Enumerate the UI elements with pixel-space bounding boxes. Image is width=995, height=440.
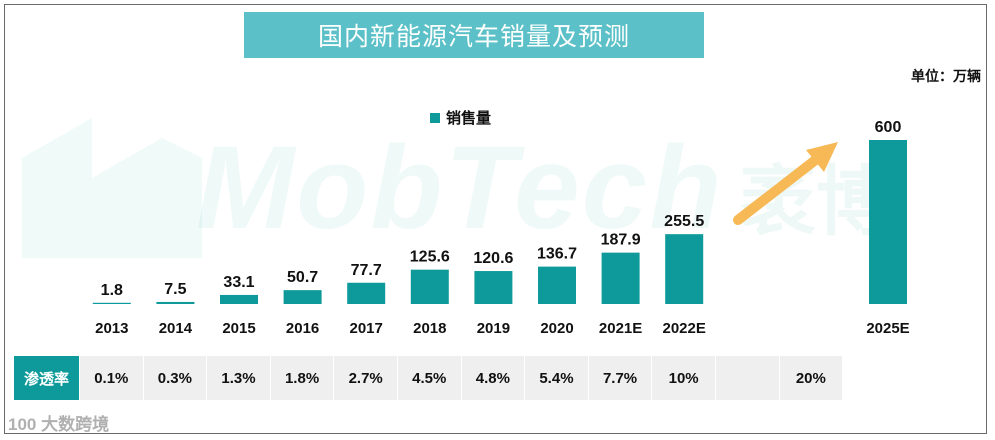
penetration-cell bbox=[715, 356, 780, 400]
penetration-header: 渗透率 bbox=[14, 356, 80, 400]
value-label-2018: 125.6 bbox=[410, 249, 450, 266]
value-label-2014: 7.5 bbox=[164, 281, 186, 298]
value-label-2019: 120.6 bbox=[473, 250, 513, 267]
legend: 销售量 bbox=[430, 107, 491, 128]
penetration-cell: 10% bbox=[652, 356, 716, 400]
category-label-2019: 2019 bbox=[477, 320, 510, 337]
trend-arrow-head bbox=[806, 142, 838, 172]
value-label-2013: 1.8 bbox=[101, 282, 123, 299]
penetration-cell: 1.3% bbox=[207, 356, 271, 400]
penetration-cell: 0.3% bbox=[143, 356, 208, 400]
bar-2021E bbox=[601, 252, 640, 304]
penetration-cell: 5.4% bbox=[525, 356, 589, 400]
penetration-cell: 7.7% bbox=[588, 356, 653, 400]
bar-2015 bbox=[220, 294, 258, 304]
category-label-2017: 2017 bbox=[350, 320, 383, 337]
bar-2019 bbox=[474, 271, 513, 304]
value-label-2015: 33.1 bbox=[223, 274, 254, 291]
penetration-cell: 2.7% bbox=[334, 356, 398, 400]
bar-2018 bbox=[410, 269, 449, 304]
category-label-2013: 2013 bbox=[95, 320, 128, 337]
bar-2022E bbox=[665, 234, 704, 304]
category-label-2014: 2014 bbox=[159, 320, 193, 337]
penetration-cell: 4.5% bbox=[397, 356, 462, 400]
category-label-2022E: 2022E bbox=[663, 320, 706, 337]
legend-label: 销售量 bbox=[446, 110, 492, 127]
category-label-2020: 2020 bbox=[540, 320, 573, 337]
penetration-row: 渗透率 0.1% 0.3% 1.3% 1.8% 2.7% 4.5% 4.8% 5.4% 7.7%… bbox=[14, 356, 894, 400]
value-label-2017: 77.7 bbox=[351, 262, 382, 279]
bar-2013 bbox=[92, 302, 131, 304]
legend-swatch bbox=[430, 112, 440, 123]
category-label-2021E: 2021E bbox=[599, 320, 642, 337]
category-label-2015: 2015 bbox=[222, 320, 255, 337]
watermark-text: MobTech bbox=[196, 122, 724, 254]
value-label-2020: 136.7 bbox=[537, 246, 577, 263]
bar-2016 bbox=[283, 290, 322, 304]
penetration-cell: 20% bbox=[779, 356, 844, 400]
value-label-2021E: 187.9 bbox=[601, 232, 641, 249]
bar-2017 bbox=[347, 282, 386, 304]
category-label-2016: 2016 bbox=[286, 320, 319, 337]
bar-2014 bbox=[156, 301, 195, 304]
category-label-2018: 2018 bbox=[413, 320, 446, 337]
value-label-2022E: 255.5 bbox=[664, 213, 704, 230]
chart-title: 国内新能源汽车销量及预测 bbox=[244, 12, 704, 58]
unit-label: 单位：万辆 bbox=[911, 68, 981, 84]
category-label-2025E: 2025E bbox=[866, 320, 909, 337]
penetration-cell: 0.1% bbox=[80, 356, 144, 400]
penetration-cell: 1.8% bbox=[270, 356, 335, 400]
value-label-2025E: 600 bbox=[875, 119, 902, 136]
penetration-cell: 4.8% bbox=[461, 356, 526, 400]
bar-2025E bbox=[869, 140, 907, 304]
footer-watermark: 100 大数跨境 bbox=[8, 415, 110, 434]
value-label-2016: 50.7 bbox=[287, 269, 318, 286]
trend-arrow-shaft bbox=[733, 153, 823, 225]
watermark-logo-shape bbox=[22, 118, 202, 258]
bar-2020 bbox=[538, 266, 576, 304]
